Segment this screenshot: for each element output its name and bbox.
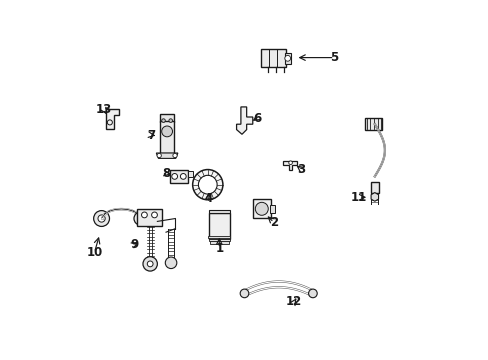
Bar (208, 210, 229, 213)
Text: 5: 5 (330, 51, 338, 64)
Bar (188, 171, 192, 177)
Text: 8: 8 (162, 167, 170, 180)
Text: 6: 6 (252, 112, 261, 125)
Circle shape (157, 153, 161, 158)
Circle shape (284, 55, 290, 61)
Circle shape (288, 161, 292, 165)
Polygon shape (156, 153, 178, 158)
Bar (169, 170, 188, 183)
Circle shape (162, 126, 172, 137)
Circle shape (142, 257, 157, 271)
Circle shape (98, 215, 105, 222)
Bar (160, 114, 174, 122)
Circle shape (165, 257, 177, 269)
Circle shape (192, 170, 223, 200)
Text: 9: 9 (130, 238, 139, 251)
Circle shape (171, 174, 177, 179)
Text: 10: 10 (86, 246, 102, 259)
Bar (137, 209, 162, 226)
Bar (261, 49, 285, 67)
Bar (269, 205, 275, 213)
Bar (284, 53, 290, 64)
Bar (208, 213, 229, 239)
Text: 3: 3 (297, 163, 305, 176)
Text: 1: 1 (215, 242, 223, 255)
Circle shape (180, 174, 186, 179)
Circle shape (147, 261, 153, 267)
Polygon shape (105, 109, 118, 129)
Text: 4: 4 (204, 192, 212, 204)
Circle shape (172, 153, 177, 158)
Text: 2: 2 (269, 216, 278, 229)
Bar (208, 236, 230, 238)
Circle shape (255, 202, 268, 215)
Bar (208, 239, 229, 241)
Circle shape (308, 289, 317, 298)
Bar (364, 118, 381, 130)
Circle shape (240, 289, 248, 298)
Circle shape (168, 119, 172, 122)
Circle shape (134, 212, 146, 225)
Text: 12: 12 (285, 295, 302, 308)
Text: 7: 7 (146, 129, 155, 141)
Bar (209, 242, 228, 244)
Bar (252, 199, 270, 218)
Circle shape (162, 119, 165, 122)
Text: 13: 13 (96, 103, 112, 116)
Circle shape (151, 212, 157, 218)
Bar (160, 121, 174, 153)
Text: 11: 11 (350, 191, 366, 204)
Polygon shape (283, 161, 296, 170)
Circle shape (137, 216, 143, 221)
Circle shape (198, 175, 217, 194)
Polygon shape (236, 107, 252, 134)
Circle shape (141, 212, 147, 218)
Bar (370, 182, 378, 193)
Circle shape (94, 211, 109, 226)
Polygon shape (370, 193, 378, 201)
